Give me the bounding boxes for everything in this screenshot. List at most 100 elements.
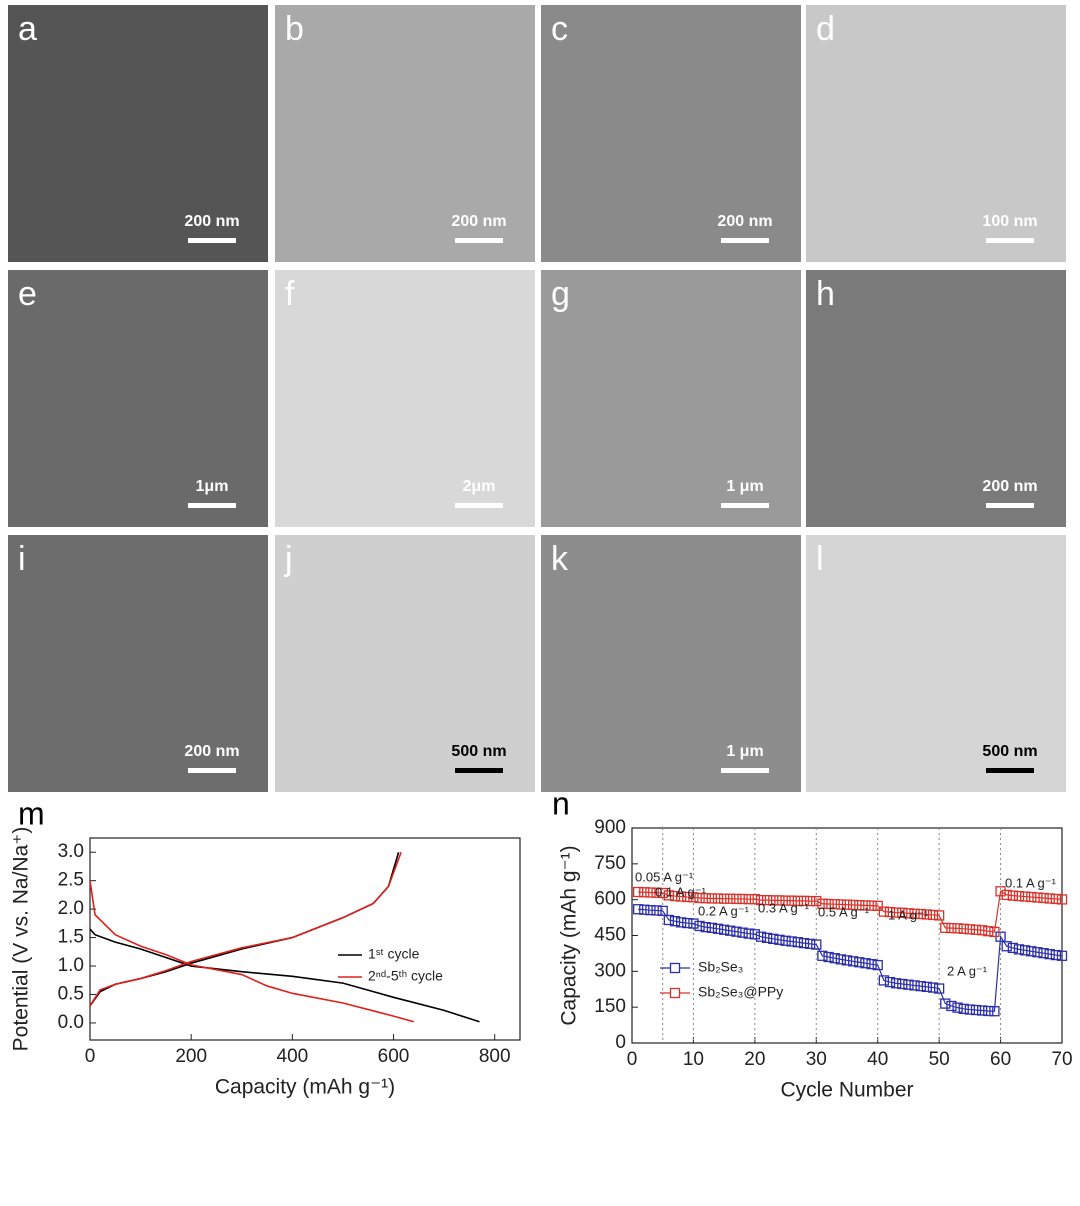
marker xyxy=(688,918,699,929)
marker xyxy=(811,939,822,950)
marker xyxy=(989,1006,1000,1017)
marker xyxy=(854,900,865,911)
marker xyxy=(976,925,988,936)
marker xyxy=(964,1004,976,1015)
micrograph xyxy=(541,535,801,792)
marker xyxy=(811,895,822,907)
marker xyxy=(804,938,816,950)
marker xyxy=(786,895,797,906)
marker xyxy=(921,981,933,993)
marker xyxy=(970,924,982,935)
marker xyxy=(829,899,840,910)
marker xyxy=(964,924,976,935)
legend-marker xyxy=(669,987,681,999)
marker xyxy=(700,921,711,933)
scale-bar xyxy=(986,768,1034,773)
marker xyxy=(743,928,754,939)
marker xyxy=(866,959,877,970)
marker xyxy=(903,908,914,919)
curve xyxy=(89,851,400,1007)
y-tick-label: 0.5 xyxy=(58,983,84,1004)
x-tick-label: 0 xyxy=(627,1049,638,1070)
rate-annotation: 2 A g⁻¹ xyxy=(947,963,988,978)
marker xyxy=(712,923,724,934)
marker xyxy=(651,905,662,916)
rate-annotation: 0.3 A g⁻¹ xyxy=(758,900,810,915)
y-tick-label: 0 xyxy=(615,1032,626,1053)
marker xyxy=(933,983,945,994)
scale-bar-label: 1 μm xyxy=(726,743,763,760)
marker xyxy=(706,922,718,934)
scale-bar-label: 200 nm xyxy=(184,743,239,760)
series-line xyxy=(638,890,1063,933)
marker xyxy=(1050,893,1062,905)
rate-annotation: 0.1 A g⁻¹ xyxy=(1005,875,1057,890)
marker xyxy=(946,922,957,934)
micrograph xyxy=(541,270,801,527)
y-tick-label: 750 xyxy=(594,853,626,874)
x-tick-label: 20 xyxy=(744,1049,765,1070)
marker xyxy=(651,887,662,898)
scale-bar xyxy=(721,238,769,243)
marker xyxy=(847,899,859,911)
marker xyxy=(694,920,705,932)
scale-bar xyxy=(986,238,1034,243)
scale-bar-label: 500 nm xyxy=(451,743,506,760)
marker xyxy=(989,926,1000,938)
marker xyxy=(872,959,883,971)
marker xyxy=(829,953,840,964)
plot-frame xyxy=(89,837,521,1041)
marker xyxy=(774,895,785,906)
marker xyxy=(768,933,779,944)
marker xyxy=(1038,892,1049,904)
marker xyxy=(718,924,730,935)
marker xyxy=(952,1002,963,1013)
marker xyxy=(645,887,656,898)
marker xyxy=(798,895,810,907)
marker xyxy=(835,954,847,965)
marker xyxy=(755,931,767,942)
marker xyxy=(645,905,656,916)
marker xyxy=(786,936,797,947)
marker xyxy=(682,891,693,903)
y-tick-label: 0.0 xyxy=(58,1012,84,1033)
marker xyxy=(792,937,804,948)
marker xyxy=(897,978,908,990)
marker xyxy=(774,934,785,945)
marker xyxy=(780,935,791,946)
legend-marker xyxy=(669,962,681,974)
marker xyxy=(804,895,816,907)
marker xyxy=(903,979,914,990)
marker xyxy=(725,893,736,904)
marker xyxy=(1007,942,1019,954)
legend-label: 2ⁿᵈ-5ᵗʰ cycle xyxy=(368,968,443,984)
marker xyxy=(663,890,675,901)
y-tick-label: 3.0 xyxy=(58,841,84,862)
marker xyxy=(835,899,847,910)
marker xyxy=(817,950,828,961)
marker xyxy=(792,895,804,907)
y-tick-label: 2.5 xyxy=(58,870,84,891)
marker xyxy=(921,909,933,920)
marker xyxy=(737,927,748,938)
scale-bar xyxy=(721,503,769,508)
marker xyxy=(1001,889,1012,901)
marker xyxy=(933,910,945,921)
curve xyxy=(89,880,414,1023)
series-line xyxy=(638,908,1063,1012)
y-tick-label: 1.5 xyxy=(58,927,84,948)
panel-letter: l xyxy=(816,540,824,578)
panel-letter: i xyxy=(18,540,26,578)
y-tick-label: 2.0 xyxy=(58,898,84,919)
scale-bar xyxy=(455,768,503,773)
micrograph xyxy=(8,5,268,262)
marker xyxy=(632,904,644,915)
marker xyxy=(860,958,871,969)
marker xyxy=(688,892,699,903)
scale-bar-label: 200 nm xyxy=(717,213,772,230)
marker xyxy=(1026,946,1037,957)
marker xyxy=(909,980,920,991)
micrograph xyxy=(541,5,801,262)
marker xyxy=(878,906,890,917)
marker xyxy=(841,899,853,910)
